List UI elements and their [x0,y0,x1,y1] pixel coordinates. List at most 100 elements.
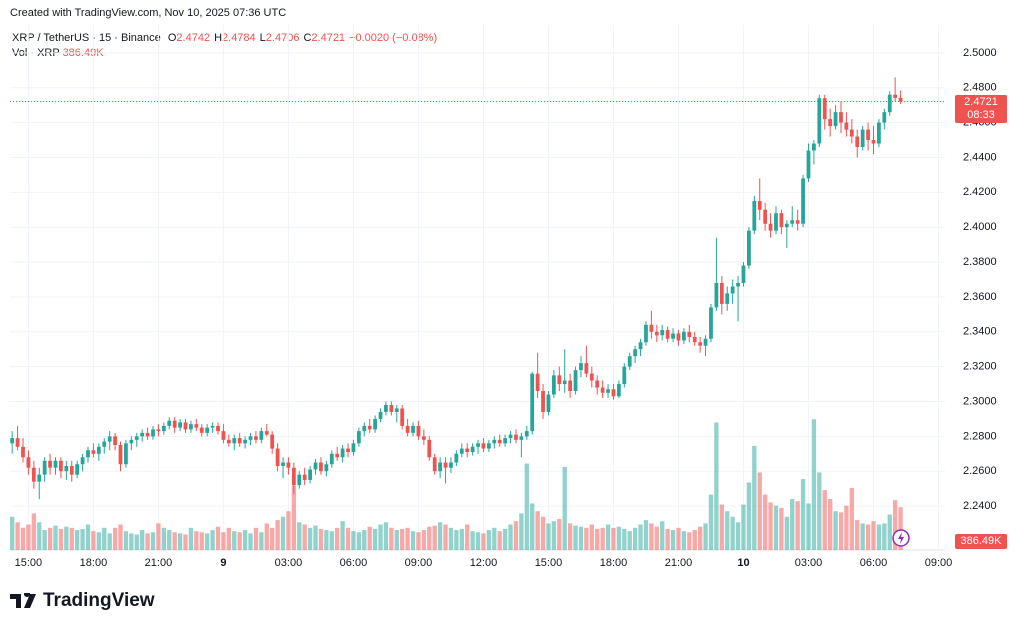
ohlc-value: 2.4721 [311,32,346,44]
volume-bar [329,531,334,550]
volume-bar [730,516,735,550]
candle-body [384,404,388,412]
candle-body [416,425,421,437]
candle-body [757,201,762,210]
candle-body [37,474,42,482]
candle-body [129,439,134,444]
candle-body [308,469,313,480]
candle-body [530,373,535,432]
volume-bar [703,523,708,550]
volume-bar [416,532,421,550]
candle-body [644,324,648,343]
volume-bar [567,523,573,550]
volume-bar [871,521,876,550]
candle-body [172,420,177,428]
volume-bar [611,527,616,550]
volume-bar [31,513,37,550]
candle-body [898,97,903,102]
volume-bar [746,482,752,550]
volume-bar [735,522,741,550]
volume-bar [578,526,584,550]
volume-bar [367,526,372,550]
volume-bar [383,522,389,550]
candle-body [15,438,20,447]
candle-body [281,462,285,466]
candle-body [427,439,432,458]
volume-bar [773,505,779,550]
volume-bar [161,527,167,550]
volume-bar [75,530,80,550]
volume-bar [210,530,215,550]
candle-body [59,460,63,472]
volume-bar [519,513,524,550]
candle-body [497,439,502,444]
volume-bar [757,472,762,550]
candle-body [151,429,155,437]
candle-body [297,474,302,486]
candle-body [476,443,480,447]
volume-bar [719,504,724,550]
candle-body [535,373,540,392]
volume-bar [643,520,649,550]
volume-bar [838,512,844,550]
x-tick-label: 9 [220,557,226,569]
candle-body [486,443,491,449]
volume-bar [573,525,578,550]
volume-bar [20,527,26,550]
candle-body [557,375,562,385]
volume-bar [670,530,676,550]
volume-bar [389,527,394,550]
volume-bar [85,524,91,550]
volume-bar [492,527,497,550]
volume-bar [892,500,898,550]
y-tick-label: 2.4400 [963,151,997,163]
candle-body [351,443,356,453]
candle-body [638,342,643,350]
volume-bar [307,527,313,550]
volume-bar [865,524,871,550]
candle-body [692,337,697,343]
volume-bar [362,530,367,550]
candle-body [568,380,573,392]
volume-bar [454,530,459,550]
volume-bar [898,507,903,550]
candle-body [189,424,193,430]
candle-body [709,307,713,339]
ohlc-value: 2.4706 [265,32,300,44]
volume-bar [562,466,567,550]
volume-bar [42,530,47,550]
candle-body [774,213,778,231]
candle-body [329,453,334,465]
volume-bar [833,511,838,550]
candle-body [768,223,773,231]
x-tick-label: 10 [737,557,749,569]
candle-body [69,465,74,475]
volume-bar [762,494,768,550]
volume-bar [259,532,264,550]
volume-bar [535,511,540,550]
candle-body [806,150,811,179]
candle-body [210,425,215,428]
volume-bar [589,524,594,550]
volume-bar [69,527,74,550]
candle-body [573,370,578,392]
volume-bar [297,522,302,550]
candle-body [470,446,475,453]
volume-bar [183,534,188,550]
volume-bar [237,532,242,550]
volume-bar [681,531,687,550]
volume-bar [264,523,269,550]
candle-body [676,333,681,341]
candle-body [259,431,264,440]
volume-bar [91,531,96,550]
candle-body [828,119,833,127]
candle-body [822,98,827,120]
volume-bar [26,524,31,550]
candle-body [703,338,708,346]
candle-body [405,425,410,433]
candle-body [600,387,605,393]
candle-body [855,136,860,148]
volume-bar [47,527,53,550]
candle-body [492,439,497,444]
x-tick-label: 06:00 [860,557,888,569]
